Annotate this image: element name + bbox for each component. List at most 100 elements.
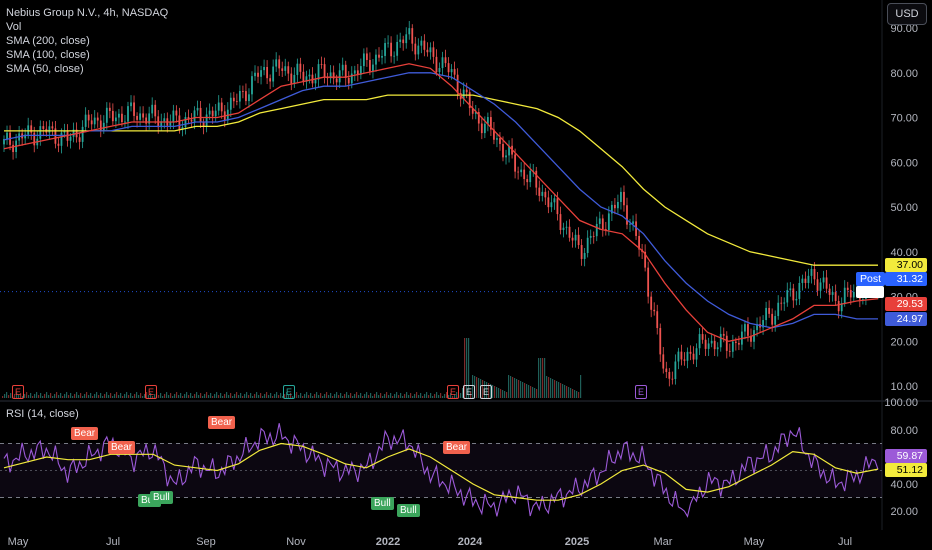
bear-signal[interactable]: Bear bbox=[108, 441, 136, 454]
earnings-marker[interactable]: E bbox=[145, 385, 157, 399]
earnings-marker[interactable]: E bbox=[635, 385, 647, 399]
bear-signal[interactable]: Bear bbox=[443, 441, 471, 454]
bear-signal[interactable]: Bear bbox=[71, 427, 99, 440]
volume-bar bbox=[32, 396, 34, 398]
candle-body bbox=[42, 126, 45, 129]
volume-bar bbox=[528, 385, 530, 398]
candle-body bbox=[317, 64, 320, 80]
candle-body bbox=[592, 235, 595, 237]
candle-body bbox=[777, 302, 780, 317]
volume-bar bbox=[254, 394, 256, 398]
volume-bar bbox=[280, 393, 282, 398]
bull-signal[interactable]: Bull bbox=[150, 491, 173, 504]
bull-signal[interactable]: Bull bbox=[371, 497, 394, 510]
rsi-tick-label: 40.00 bbox=[890, 479, 918, 491]
volume-bar bbox=[548, 377, 550, 398]
candle-body bbox=[269, 78, 272, 82]
volume-bar bbox=[140, 393, 142, 398]
bull-signal[interactable]: Bull bbox=[397, 504, 420, 517]
bear-signal[interactable]: Bear bbox=[208, 416, 236, 429]
candle-body bbox=[514, 154, 516, 172]
rsi-legend: RSI (14, close) bbox=[6, 407, 79, 421]
candle-body bbox=[356, 70, 359, 75]
volume-bar bbox=[392, 396, 394, 398]
candle-body bbox=[686, 351, 689, 361]
volume-bar bbox=[554, 380, 556, 398]
earnings-marker[interactable]: E bbox=[480, 385, 492, 399]
candle-body bbox=[499, 138, 501, 144]
candle-body bbox=[710, 340, 713, 344]
volume-bar bbox=[256, 392, 258, 398]
candle-body bbox=[701, 334, 704, 340]
volume-bar bbox=[512, 377, 514, 398]
volume-bar bbox=[560, 383, 562, 398]
candle-body bbox=[24, 134, 27, 139]
candle-body bbox=[716, 347, 719, 350]
volume-bar bbox=[218, 395, 220, 398]
candle-body bbox=[278, 59, 281, 69]
candle-body bbox=[737, 342, 740, 345]
price-tick-label: 40.00 bbox=[890, 247, 918, 259]
currency-button[interactable]: USD bbox=[887, 3, 927, 25]
volume-bar bbox=[24, 394, 26, 398]
earnings-marker[interactable]: E bbox=[283, 385, 295, 399]
earnings-marker[interactable]: E bbox=[463, 385, 475, 399]
volume-bar bbox=[42, 396, 44, 398]
volume-bar bbox=[566, 386, 568, 398]
volume-bar bbox=[96, 392, 98, 398]
legend-rsi[interactable]: RSI (14, close) bbox=[6, 408, 79, 420]
candle-body bbox=[96, 117, 99, 121]
legend-sma50[interactable]: SMA (50, close) bbox=[6, 63, 84, 75]
candle-body bbox=[3, 138, 5, 145]
candle-body bbox=[335, 78, 338, 83]
candle-body bbox=[387, 42, 389, 44]
legend-sma100[interactable]: SMA (100, close) bbox=[6, 49, 90, 61]
candle-body bbox=[378, 54, 380, 58]
volume-bar bbox=[428, 395, 430, 398]
volume-bar bbox=[48, 395, 50, 398]
candle-body bbox=[242, 90, 244, 92]
volume-bar bbox=[460, 393, 462, 398]
candle-body bbox=[650, 296, 653, 310]
volume-bar bbox=[44, 394, 46, 398]
candle-body bbox=[635, 221, 637, 236]
volume-bar bbox=[8, 395, 10, 398]
candle-body bbox=[583, 252, 586, 259]
candle-body bbox=[580, 245, 583, 259]
volume-bar bbox=[260, 393, 262, 398]
volume-bar bbox=[422, 396, 424, 398]
candle-body bbox=[296, 63, 299, 75]
candle-body bbox=[553, 198, 556, 203]
candle-body bbox=[849, 289, 852, 298]
time-axis-label: Jul bbox=[838, 536, 852, 548]
volume-bar bbox=[292, 396, 294, 398]
candle-body bbox=[831, 292, 834, 295]
volume-bar bbox=[184, 394, 186, 398]
candle-body bbox=[698, 334, 701, 349]
price-tick-label: 20.00 bbox=[890, 336, 918, 348]
earnings-marker[interactable]: E bbox=[447, 385, 459, 399]
candle-body bbox=[263, 66, 265, 71]
volume-bar bbox=[488, 383, 490, 398]
candle-body bbox=[84, 114, 87, 127]
candle-body bbox=[489, 117, 492, 130]
legend-vol[interactable]: Vol bbox=[6, 21, 22, 33]
volume-bar bbox=[322, 396, 324, 398]
earnings-marker[interactable]: E bbox=[12, 385, 24, 399]
candle-body bbox=[444, 57, 447, 64]
volume-bar bbox=[562, 384, 564, 398]
volume-bar bbox=[520, 381, 522, 398]
volume-bar bbox=[352, 396, 354, 398]
grid-lines bbox=[0, 0, 932, 530]
candle-body bbox=[683, 359, 686, 361]
candle-body bbox=[613, 204, 616, 209]
volume-bar bbox=[364, 394, 366, 398]
candle-body bbox=[520, 169, 523, 173]
legend-sma200[interactable]: SMA (200, close) bbox=[6, 35, 90, 47]
candle-body bbox=[305, 76, 308, 82]
candle-body bbox=[571, 237, 574, 241]
symbol-title[interactable]: Nebius Group N.V., 4h, NASDAQ bbox=[6, 7, 169, 19]
volume-bar bbox=[228, 395, 230, 398]
volume-bar bbox=[132, 396, 134, 398]
